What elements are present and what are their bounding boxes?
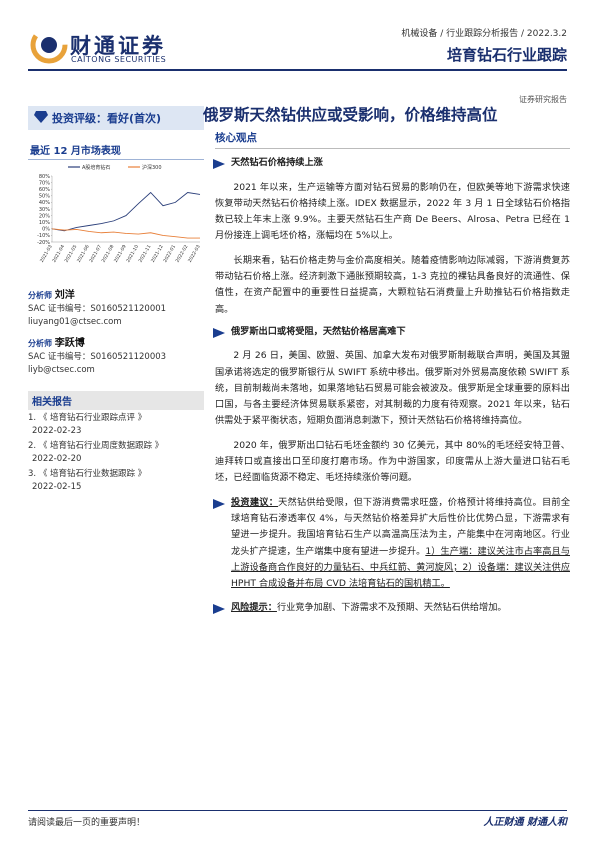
report-title: 培育钻石行业跟踪 — [446, 46, 567, 64]
related-line: 3. 《 培育钻石行业数据跟踪 》 — [28, 468, 204, 481]
related-title: 《 培育钻石行业跟踪点评 》 — [38, 413, 147, 423]
section-heading: 俄罗斯出口或将受阻，天然钻价格居高难下 — [213, 324, 570, 340]
rec-label: 投资建议： — [231, 496, 279, 508]
company: 财通证券 — [70, 34, 166, 58]
y-tick-label: -20% — [37, 240, 50, 246]
sections: 天然钻石价格持续上涨 2021 年以来，生产运输等方面对钻石贸易的影响仍在，但欧美… — [213, 155, 570, 486]
y-tick-label: 80% — [39, 174, 50, 180]
company-en: CAITONG SECURITIES — [71, 55, 167, 64]
y-tick-label: 70% — [39, 180, 50, 186]
market-chart: A股培育钻石 沪深300 80%70%60%50%40%30%20%10%0%-10… — [37, 164, 202, 264]
paragraph: 2021 年以来，生产运输等方面对钻石贸易的影响仍在，但欧美等地下游需求快速恢复… — [215, 181, 570, 242]
related-line: 2. 《 培育钻石行业周度数据跟踪 》 — [28, 440, 204, 453]
breadcrumb: 机械设备 / 行业跟踪分析报告 / 2022.3.2 — [401, 29, 567, 39]
related-item: 2. 《 培育钻石行业周度数据跟踪 》 2022-02-20 — [28, 440, 204, 466]
core-heading: 核心观点 — [215, 130, 570, 150]
section-heading: 天然钻石价格持续上涨 — [213, 155, 570, 171]
related-index: 2. — [28, 441, 37, 451]
analyst-line: 分析师 刘洋 — [28, 289, 204, 303]
risk-text: 行业竞争加剧、下游需求不及预期、天然钻石供给增加。 — [276, 602, 507, 614]
y-tick-label: 20% — [39, 213, 50, 219]
analyst-role: 分析师 — [28, 291, 52, 300]
y-tick-label: 0% — [42, 227, 50, 233]
related-index: 3. — [28, 469, 37, 479]
market-title: 最近 12 月市场表现 — [28, 140, 204, 160]
legend-label: A股培育钻石 — [82, 164, 110, 171]
analyst: 分析师 刘洋 SAC 证书编号：S0160521120001 liuyang01@c… — [28, 289, 204, 329]
related-date: 2022-02-20 — [32, 454, 82, 464]
recommendation: 投资建议：天然钻供给受限，但下游消费需求旺盛，价格预计将维持高位。目前全球培育钻… — [213, 495, 571, 593]
rec-picks: 1）生产端：建议关注市占率高且与上游设备商合作良好的力量钻石、中兵红箭、黄河旋风… — [231, 545, 570, 590]
arrow-icon — [213, 159, 225, 170]
series-line — [51, 191, 201, 232]
related-index: 1. — [28, 413, 37, 423]
rule — [28, 810, 567, 811]
slogan: 人正财通 财通人和 — [483, 817, 567, 828]
section-title: 俄罗斯出口或将受阻，天然钻价格居高难下 — [231, 325, 406, 337]
analysts: 分析师 刘洋 SAC 证书编号：S0160521120001 liuyang01@c… — [28, 289, 204, 377]
analyst-line: 分析师 李跃博 — [28, 337, 204, 351]
related-item: 1. 《 培育钻石行业跟踪点评 》 2022-02-23 — [28, 412, 204, 438]
arrow-icon — [213, 327, 225, 338]
rating: 投资评级：看好(首次) — [52, 112, 162, 125]
paragraph: 2020 年，俄罗斯出口钻石毛坯金额约 30 亿美元，其中 80%的毛坯经安特卫… — [215, 439, 570, 484]
disclaimer: 请阅读最后一页的重要声明！ — [28, 818, 146, 828]
y-tick-label: 60% — [39, 187, 50, 193]
related-line: 1. 《 培育钻石行业跟踪点评 》 — [28, 412, 204, 425]
related-date: 2022-02-23 — [32, 426, 82, 436]
analyst-name: 李跃博 — [54, 338, 85, 349]
paragraph: 长期来看，钻石价格走势与金价高度相关。随着疫情影响边际减弱，下游消费复苏带动钻石… — [215, 254, 570, 315]
rec-text: 天然钻供给受限，但下游消费需求旺盛，价格预计将维持高位。目前全球培育钻石渗透率仅… — [231, 496, 571, 557]
analyst-email: liyb@ctsec.com — [28, 365, 95, 375]
related-list: 1. 《 培育钻石行业跟踪点评 》 2022-02-23 2. 《 培育钻石行业周度… — [28, 412, 204, 494]
rating-box: 投资评级：看好(首次) — [28, 106, 204, 130]
analyst-sac: SAC 证书编号：S0160521120001 — [28, 304, 167, 314]
paragraph: 2 月 26 日，美国、欧盟、英国、加拿大发布对俄罗斯制裁联合声明，美国及其盟国… — [215, 350, 570, 427]
rule — [28, 69, 567, 71]
y-tick-label: -10% — [37, 233, 50, 239]
analyst-email: liuyang01@ctsec.com — [28, 317, 122, 327]
analyst-sac: SAC 证书编号：S0160521120003 — [28, 352, 167, 362]
main-title: 俄罗斯天然钻供应或受影响，价格维持高位 — [203, 106, 498, 124]
report-type: 证券研究报告 — [519, 95, 567, 104]
analyst-name: 刘洋 — [54, 290, 75, 301]
y-tick-label: 30% — [39, 207, 50, 213]
section-title: 天然钻石价格持续上涨 — [231, 157, 323, 169]
legend-label: 沪深300 — [142, 164, 162, 171]
series-line — [51, 228, 200, 239]
related-date: 2022-02-15 — [32, 482, 82, 492]
arrow-icon — [213, 498, 225, 509]
y-tick-label: 50% — [39, 194, 50, 200]
analyst-role: 分析师 — [28, 339, 52, 348]
y-tick-label: 10% — [39, 220, 50, 226]
analyst: 分析师 李跃博 SAC 证书编号：S0160521120003 liyb@ctsec… — [28, 337, 204, 377]
logo — [30, 26, 68, 64]
related-title: 相关报告 — [28, 391, 204, 410]
related-title: 《 培育钻石行业数据跟踪 》 — [38, 469, 147, 479]
risk-label: 风险提示： — [231, 602, 277, 614]
arrow-icon — [213, 604, 225, 615]
y-tick-label: 40% — [39, 200, 50, 206]
main: 俄罗斯天然钻供应或受影响，价格维持高位 核心观点 天然钻石价格持续上涨 2021 … — [203, 104, 571, 617]
diamond-icon — [34, 111, 48, 123]
sidebar: 投资评级：看好(首次) 最近 12 月市场表现 A股培育钻石 沪深300 80% 70… — [28, 106, 204, 494]
risk: 风险提示：行业竞争加剧、下游需求不及预期、天然钻石供给增加。 — [213, 600, 570, 616]
related-item: 3. 《 培育钻石行业数据跟踪 》 2022-02-15 — [28, 468, 204, 494]
related-title: 《 培育钻石行业周度数据跟踪 》 — [38, 441, 164, 451]
